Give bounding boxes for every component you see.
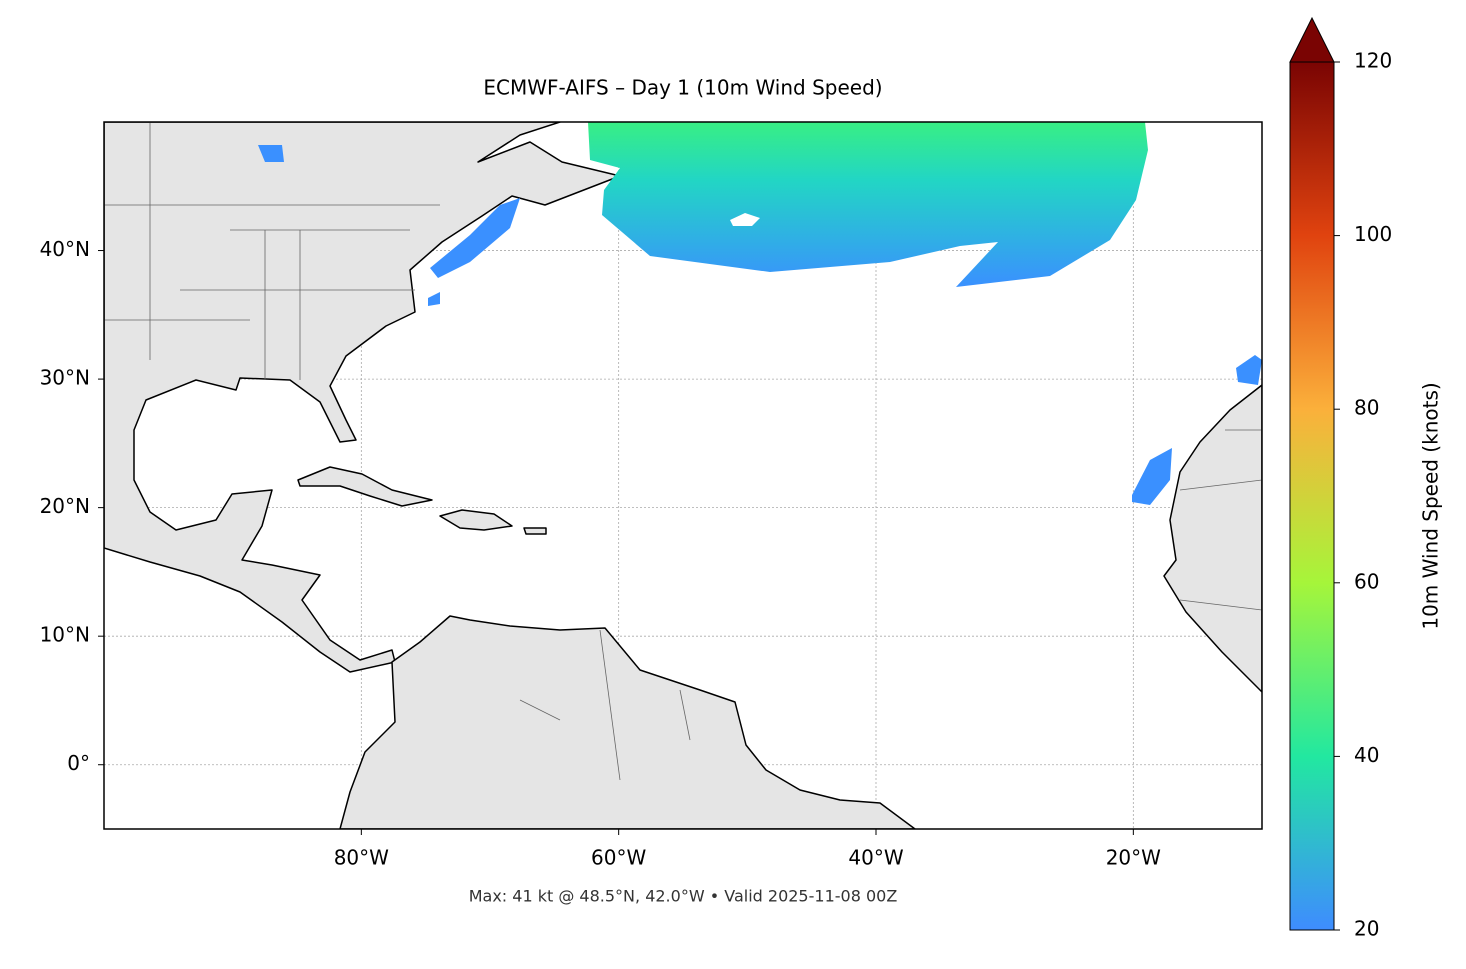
colorbar-tick-label: 120 (1354, 49, 1392, 73)
cuba (297, 466, 433, 507)
calm-spot (730, 213, 760, 226)
puerto-rico (523, 527, 547, 535)
colorbar: 20 40 60 80 100 120 10m Wind Speed (knots) (1289, 16, 1443, 941)
colorbar-tick-label: 80 (1354, 396, 1379, 420)
colorbar-label: 10m Wind Speed (knots) (1419, 382, 1443, 629)
y-tick-label: 0° (67, 751, 90, 775)
colorbar-tick-label: 100 (1354, 222, 1392, 246)
colorbar-tick-label: 20 (1354, 917, 1379, 941)
chart-title: ECMWF-AIFS – Day 1 (10m Wind Speed) (483, 76, 882, 100)
x-tick-label: 40°W (848, 846, 903, 870)
y-tick-label: 40°N (40, 237, 90, 261)
footer-note: Max: 41 kt @ 48.5°N, 42.0°W • Valid 2025… (469, 887, 898, 906)
south-america (339, 615, 916, 829)
y-tick-label: 30°N (40, 366, 90, 390)
wind-patch (258, 145, 1262, 505)
x-tick-label: 20°W (1106, 846, 1161, 870)
y-tick-label: 20°N (40, 494, 90, 518)
hispaniola (439, 509, 513, 531)
map-layer (104, 122, 1262, 829)
x-tick-label: 60°W (591, 846, 646, 870)
wind-field (588, 122, 1148, 287)
map-frame (103, 121, 1263, 830)
y-tick-label: 10°N (40, 623, 90, 647)
africa (1163, 384, 1262, 693)
x-tick-label: 80°W (334, 846, 389, 870)
axes: 80°W 60°W 40°W 20°W 0° 10°N 20°N 30°N 40°N (40, 237, 1162, 869)
borders (104, 122, 1262, 781)
colorbar-tick-label: 40 (1354, 743, 1379, 767)
colorbar-tick-label: 60 (1354, 569, 1379, 593)
colorbar-fill (1290, 62, 1334, 930)
colorbar-frame (1289, 61, 1335, 931)
north-america (104, 122, 621, 673)
colorbar-extend (1289, 16, 1335, 63)
